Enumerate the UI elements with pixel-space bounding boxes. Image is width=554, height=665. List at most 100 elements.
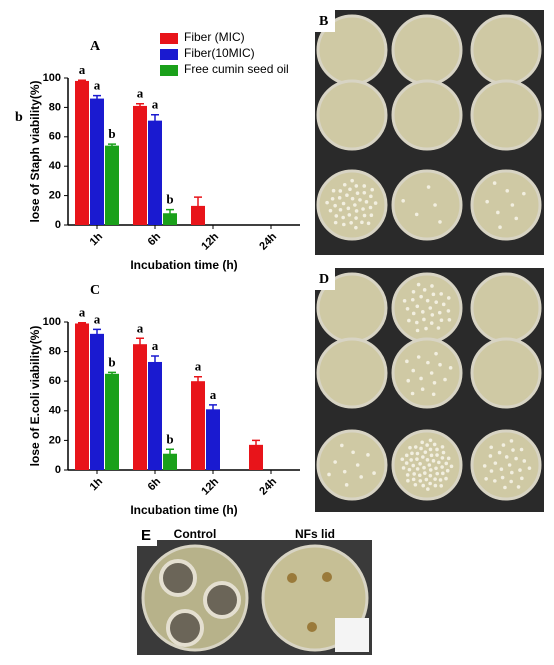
colony: [514, 216, 519, 221]
colony: [423, 450, 428, 454]
colony: [426, 487, 430, 491]
error-bar: [252, 439, 260, 450]
colony: [510, 470, 514, 475]
x-tick-label: 1h: [88, 475, 106, 493]
colony: [516, 485, 521, 489]
dish: [391, 79, 463, 151]
colony: [354, 184, 359, 188]
colony: [449, 464, 454, 469]
colony: [345, 193, 349, 197]
value-label: a: [152, 338, 159, 353]
spot: [287, 573, 297, 583]
value-label: a: [152, 97, 159, 112]
colony: [510, 203, 515, 207]
bar: [206, 409, 220, 470]
colony: [369, 213, 374, 218]
colony: [415, 328, 420, 333]
bar: [163, 453, 177, 470]
y-tick-label: 20: [49, 434, 61, 446]
fungus: [159, 559, 197, 597]
colony: [368, 205, 373, 210]
y-tick-label: 60: [49, 375, 61, 387]
colony: [434, 351, 438, 356]
bar: [133, 105, 147, 225]
colony: [369, 194, 373, 199]
bar: [90, 98, 104, 225]
colony: [420, 440, 424, 445]
colony: [505, 188, 510, 193]
colony: [444, 476, 448, 481]
colony: [410, 297, 415, 302]
colony: [426, 185, 431, 189]
bar: [105, 373, 119, 470]
legend-label: Free cumin seed oil: [184, 62, 289, 76]
x-tick-label: 6h: [146, 475, 164, 493]
colony: [342, 182, 347, 187]
colony: [360, 220, 364, 225]
colony: [446, 296, 451, 300]
bar: [191, 381, 205, 470]
dish: [316, 429, 388, 501]
colony: [489, 445, 494, 450]
colony: [419, 446, 423, 451]
colony: [327, 472, 331, 477]
error-bar: [108, 143, 116, 148]
dish: [470, 79, 542, 151]
colony: [434, 300, 439, 304]
colony: [350, 196, 355, 201]
y-tick-label: 80: [49, 346, 61, 358]
error-bar: [136, 337, 144, 351]
colony: [422, 317, 426, 322]
colony: [414, 320, 419, 325]
colony: [429, 321, 434, 325]
colony: [428, 468, 433, 472]
colony: [342, 469, 347, 474]
panel-label: B: [319, 14, 328, 29]
value-label: b: [108, 126, 115, 141]
colony: [425, 443, 429, 447]
colony: [493, 479, 497, 483]
error-bar: [194, 196, 202, 215]
colony: [425, 458, 430, 462]
dish: [391, 272, 463, 344]
value-label: a: [94, 311, 101, 326]
colony: [406, 378, 411, 383]
colony: [400, 457, 405, 462]
colony: [402, 299, 407, 303]
spot: [307, 622, 317, 632]
colony: [431, 292, 436, 297]
x-tick-label: 12h: [199, 476, 221, 498]
colony: [325, 200, 329, 205]
colony: [401, 198, 405, 203]
colony: [509, 439, 514, 443]
colony: [404, 453, 409, 458]
bar: [191, 205, 205, 225]
colony: [410, 451, 414, 456]
bar: [249, 444, 263, 470]
colony: [443, 377, 447, 382]
label-bg: [315, 10, 335, 32]
colony: [354, 209, 359, 213]
value-label: b: [166, 431, 173, 446]
colony: [439, 318, 444, 322]
colony: [334, 214, 339, 218]
colony: [338, 207, 343, 212]
colony: [488, 454, 493, 458]
x-tick-label: 6h: [146, 230, 164, 248]
colony: [362, 213, 367, 218]
colony: [406, 478, 410, 483]
colony: [518, 468, 522, 472]
x-tick-label: 12h: [199, 231, 221, 253]
colony: [333, 203, 337, 208]
fungus: [203, 581, 241, 619]
colony: [438, 478, 443, 482]
error-bar: [194, 376, 202, 386]
colony: [358, 198, 362, 202]
error-bar: [78, 321, 86, 325]
colony: [420, 387, 425, 392]
y-tick-label: 0: [55, 464, 61, 476]
colony: [438, 220, 442, 224]
colony: [437, 460, 441, 465]
colony: [328, 208, 333, 213]
colony: [423, 471, 427, 475]
